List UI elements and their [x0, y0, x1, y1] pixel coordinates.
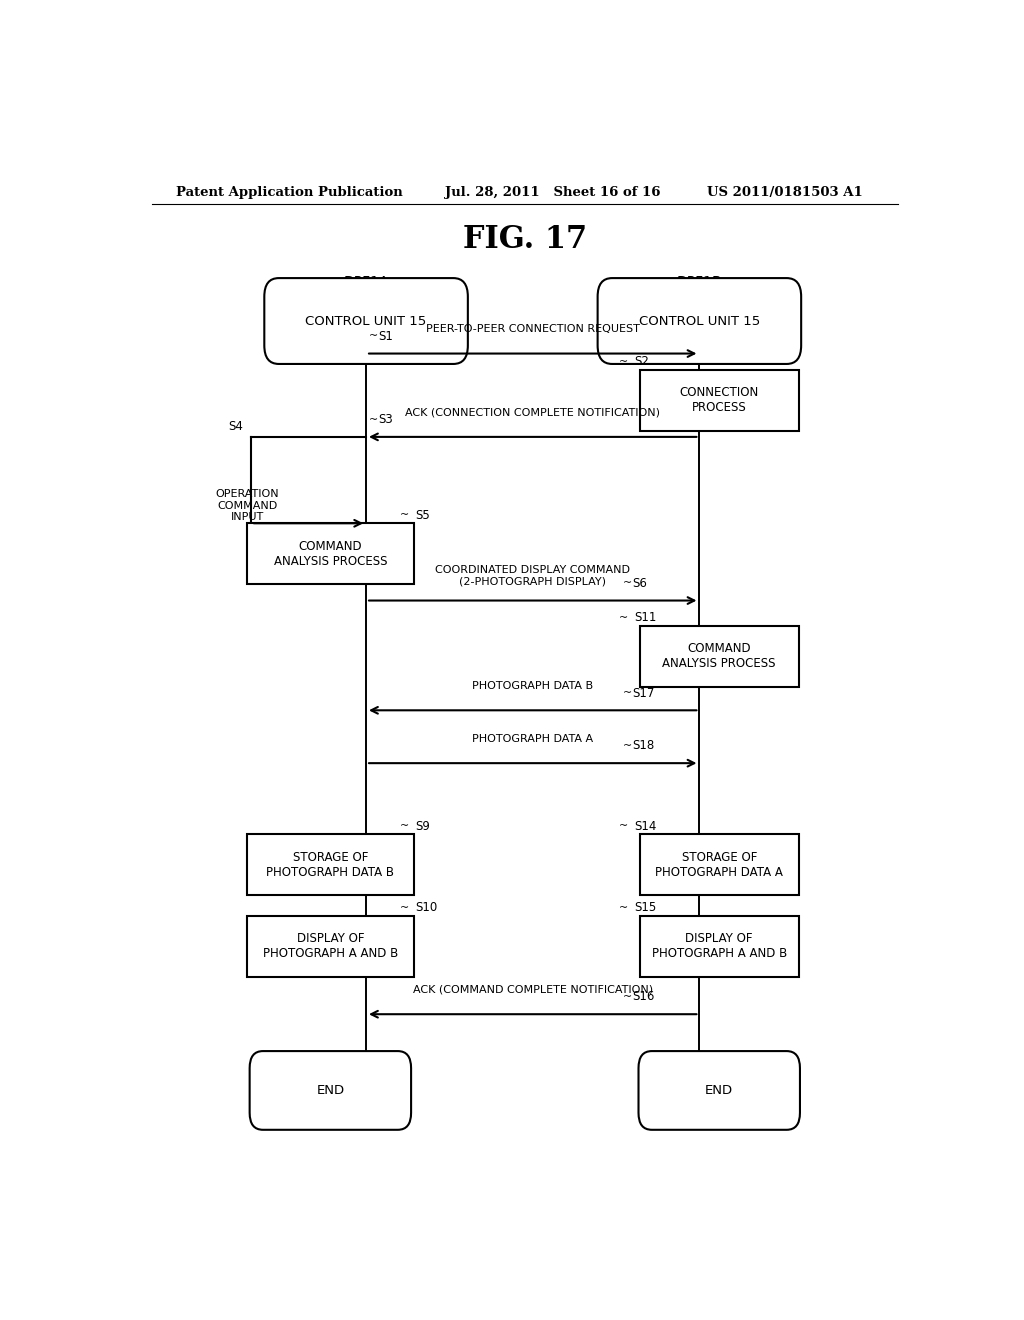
FancyBboxPatch shape — [264, 279, 468, 364]
Bar — [640, 370, 799, 430]
Text: Jul. 28, 2011   Sheet 16 of 16: Jul. 28, 2011 Sheet 16 of 16 — [445, 186, 660, 199]
Bar — [640, 834, 799, 895]
Text: ~: ~ — [618, 821, 628, 832]
Text: STORAGE OF
PHOTOGRAPH DATA A: STORAGE OF PHOTOGRAPH DATA A — [655, 851, 783, 879]
Text: END: END — [316, 1084, 344, 1097]
Text: CONTROL UNIT 15: CONTROL UNIT 15 — [639, 314, 760, 327]
Text: DISPLAY OF
PHOTOGRAPH A AND B: DISPLAY OF PHOTOGRAPH A AND B — [651, 932, 786, 960]
Text: S2: S2 — [634, 355, 649, 368]
Text: CONTROL UNIT 15: CONTROL UNIT 15 — [305, 314, 427, 327]
Bar — [247, 916, 414, 977]
Text: PEER-TO-PEER CONNECTION REQUEST: PEER-TO-PEER CONNECTION REQUEST — [426, 325, 640, 334]
FancyBboxPatch shape — [639, 1051, 800, 1130]
Text: CONNECTION
PROCESS: CONNECTION PROCESS — [680, 387, 759, 414]
Text: ~: ~ — [369, 331, 378, 342]
Text: DPF1A: DPF1A — [343, 276, 389, 289]
Text: PHOTOGRAPH DATA A: PHOTOGRAPH DATA A — [472, 734, 593, 743]
Text: STORAGE OF
PHOTOGRAPH DATA B: STORAGE OF PHOTOGRAPH DATA B — [266, 851, 394, 879]
Text: ~: ~ — [618, 903, 628, 912]
Text: S10: S10 — [416, 902, 437, 913]
FancyBboxPatch shape — [250, 1051, 411, 1130]
Text: ACK (COMMAND COMPLETE NOTIFICATION): ACK (COMMAND COMPLETE NOTIFICATION) — [413, 985, 652, 995]
Text: PHOTOGRAPH DATA B: PHOTOGRAPH DATA B — [472, 681, 593, 690]
Text: S5: S5 — [416, 508, 430, 521]
Text: ~: ~ — [618, 612, 628, 623]
Text: FIG. 17: FIG. 17 — [463, 224, 587, 255]
Text: COMMAND
ANALYSIS PROCESS: COMMAND ANALYSIS PROCESS — [663, 643, 776, 671]
FancyBboxPatch shape — [598, 279, 801, 364]
Text: S9: S9 — [416, 820, 430, 833]
Text: DISPLAY OF
PHOTOGRAPH A AND B: DISPLAY OF PHOTOGRAPH A AND B — [263, 932, 398, 960]
Text: END: END — [706, 1084, 733, 1097]
Text: COORDINATED DISPLAY COMMAND
(2-PHOTOGRAPH DISPLAY): COORDINATED DISPLAY COMMAND (2-PHOTOGRAP… — [435, 565, 630, 587]
Text: ~: ~ — [399, 903, 409, 912]
Text: S4: S4 — [228, 420, 243, 433]
Text: ~: ~ — [623, 578, 632, 589]
Text: ~: ~ — [623, 991, 632, 1002]
Text: S3: S3 — [378, 413, 393, 426]
Text: S11: S11 — [634, 611, 656, 624]
Text: S18: S18 — [632, 739, 654, 752]
Text: Patent Application Publication: Patent Application Publication — [176, 186, 402, 199]
Text: ~: ~ — [623, 741, 632, 751]
Text: S15: S15 — [634, 902, 656, 913]
Bar — [247, 523, 414, 585]
Text: S17: S17 — [632, 686, 654, 700]
Text: ~: ~ — [399, 510, 409, 520]
Text: ~: ~ — [623, 688, 632, 698]
Text: COMMAND
ANALYSIS PROCESS: COMMAND ANALYSIS PROCESS — [273, 540, 387, 568]
Text: S6: S6 — [632, 577, 647, 590]
Text: ~: ~ — [369, 414, 378, 425]
Bar — [247, 834, 414, 895]
Text: OPERATION
COMMAND
INPUT: OPERATION COMMAND INPUT — [215, 488, 279, 523]
Text: US 2011/0181503 A1: US 2011/0181503 A1 — [708, 186, 863, 199]
Text: S16: S16 — [632, 990, 654, 1003]
Bar — [640, 626, 799, 686]
Text: ACK (CONNECTION COMPLETE NOTIFICATION): ACK (CONNECTION COMPLETE NOTIFICATION) — [406, 408, 660, 417]
Bar — [640, 916, 799, 977]
Text: ~: ~ — [618, 356, 628, 367]
Text: ~: ~ — [399, 821, 409, 832]
Text: DPF1B: DPF1B — [677, 276, 722, 289]
Text: S14: S14 — [634, 820, 656, 833]
Text: S1: S1 — [378, 330, 393, 343]
